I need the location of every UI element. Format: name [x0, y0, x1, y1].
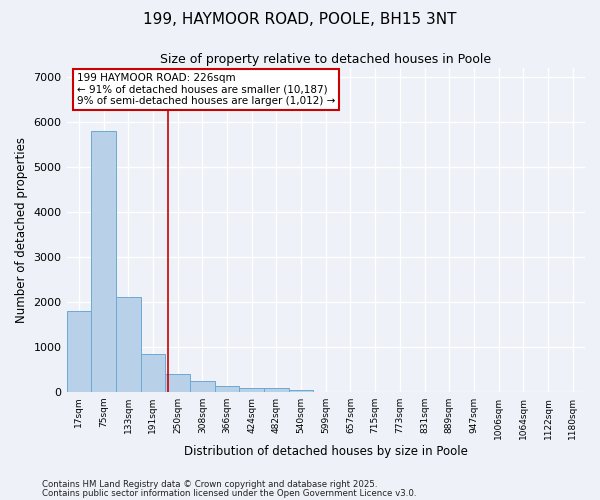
Bar — [289, 390, 313, 392]
X-axis label: Distribution of detached houses by size in Poole: Distribution of detached houses by size … — [184, 444, 468, 458]
Text: 199, HAYMOOR ROAD, POOLE, BH15 3NT: 199, HAYMOOR ROAD, POOLE, BH15 3NT — [143, 12, 457, 28]
Bar — [190, 381, 215, 392]
Bar — [140, 354, 165, 392]
Bar — [91, 131, 116, 392]
Bar — [239, 388, 264, 392]
Text: Contains HM Land Registry data © Crown copyright and database right 2025.: Contains HM Land Registry data © Crown c… — [42, 480, 377, 489]
Bar — [264, 388, 289, 392]
Y-axis label: Number of detached properties: Number of detached properties — [15, 137, 28, 323]
Bar — [165, 374, 190, 392]
Bar — [215, 386, 239, 392]
Bar — [116, 298, 140, 392]
Text: 199 HAYMOOR ROAD: 226sqm
← 91% of detached houses are smaller (10,187)
9% of sem: 199 HAYMOOR ROAD: 226sqm ← 91% of detach… — [77, 73, 335, 106]
Title: Size of property relative to detached houses in Poole: Size of property relative to detached ho… — [160, 52, 491, 66]
Text: Contains public sector information licensed under the Open Government Licence v3: Contains public sector information licen… — [42, 489, 416, 498]
Bar — [67, 311, 91, 392]
